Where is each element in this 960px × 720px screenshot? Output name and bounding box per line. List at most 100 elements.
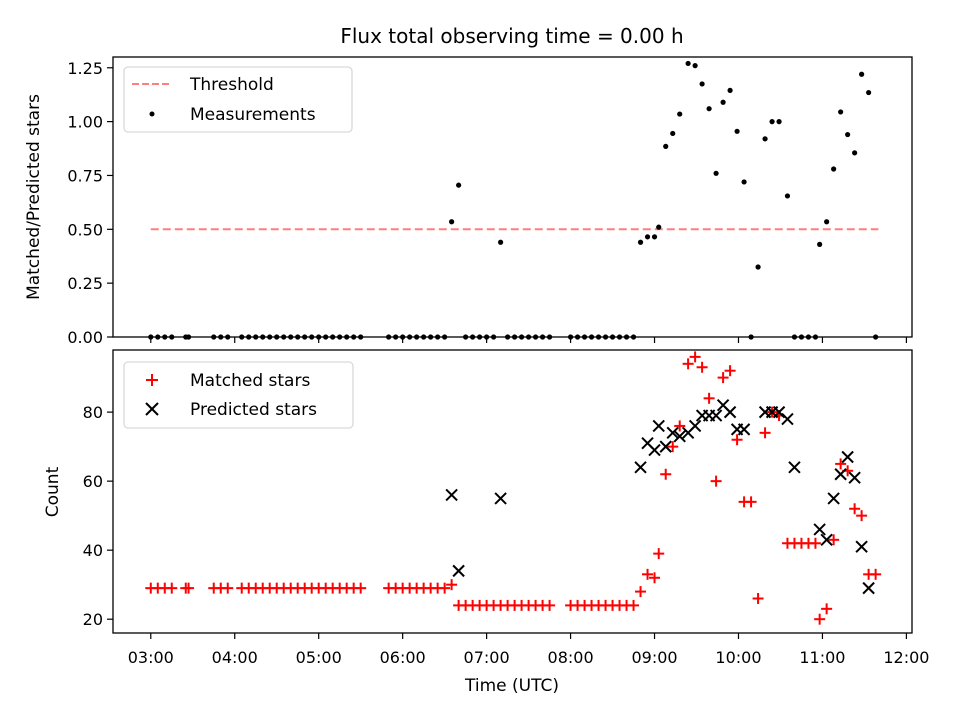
measurement-point xyxy=(831,166,837,172)
top-y-tick-label: 0.25 xyxy=(67,274,103,293)
measurement-point xyxy=(663,143,669,149)
top-axes-frame xyxy=(112,56,913,338)
bottom-y-tick-label: 60 xyxy=(83,472,103,491)
bottom-plot-area xyxy=(145,351,882,625)
measurement-point xyxy=(838,109,844,115)
top-y-tick-label: 1.00 xyxy=(67,113,103,132)
matched-star-point xyxy=(724,365,736,377)
matched-star-point xyxy=(752,592,764,604)
x-tick-label: 12:00 xyxy=(883,648,929,667)
measurement-point xyxy=(734,128,740,134)
measurement-point xyxy=(852,150,858,156)
x-tick-label: 09:00 xyxy=(631,648,677,667)
legend-predicted-label: Predicted stars xyxy=(190,400,317,420)
matched-star-point xyxy=(355,582,367,594)
matched-star-point xyxy=(667,441,679,453)
measurement-point xyxy=(498,239,504,245)
bottom-y-tick-label: 20 xyxy=(83,610,103,629)
x-tick-label: 08:00 xyxy=(548,648,594,667)
matched-star-point xyxy=(674,420,686,432)
matched-star-point xyxy=(653,548,665,560)
measurement-point xyxy=(755,264,761,270)
predicted-star-point xyxy=(855,540,868,553)
matched-star-point xyxy=(849,503,861,515)
measurement-point xyxy=(685,60,691,67)
matched-star-point xyxy=(439,582,451,594)
x-tick-label: 10:00 xyxy=(715,648,761,667)
matched-star-point xyxy=(544,599,556,611)
x-tick-label: 11:00 xyxy=(799,648,845,667)
measurement-point xyxy=(699,81,705,87)
legend-matched-label: Matched stars xyxy=(190,371,310,391)
x-axis-label: Time (UTC) xyxy=(464,676,559,696)
bottom-y-tick-label: 80 xyxy=(83,403,103,422)
predicted-star-point xyxy=(688,419,702,433)
measurement-point xyxy=(727,87,733,93)
top-y-tick-label: 0.00 xyxy=(67,328,103,347)
predicted-star-point xyxy=(737,423,751,436)
matched-star-point xyxy=(814,613,826,625)
measurement-point xyxy=(713,170,719,176)
matched-star-point xyxy=(660,468,672,480)
predicted-star-point xyxy=(648,443,661,457)
measurement-point xyxy=(769,119,775,125)
predicted-star-point xyxy=(723,405,737,419)
measurement-point xyxy=(456,182,462,188)
x-tick-label: 07:00 xyxy=(464,648,510,667)
measurement-point xyxy=(651,234,658,240)
predicted-star-point xyxy=(452,564,465,578)
predicted-star-point xyxy=(848,471,861,484)
matched-star-point xyxy=(222,582,234,594)
predicted-star-point xyxy=(820,533,833,547)
measurement-point xyxy=(784,193,791,199)
top-panel: 0.00 0.25 0.50 0.75 1.00 1.25 Matched/Predict… xyxy=(24,56,913,347)
matched-star-point xyxy=(446,579,458,591)
matched-star-point xyxy=(745,496,757,508)
predicted-star-point xyxy=(659,440,672,453)
matched-star-point xyxy=(649,572,661,584)
matched-star-point xyxy=(828,534,840,546)
predicted-star-point xyxy=(841,450,854,464)
predicted-star-point xyxy=(788,461,801,474)
predicted-star-point xyxy=(709,409,723,422)
legend-measurements-label: Measurements xyxy=(190,105,316,125)
x-tick-label: 04:00 xyxy=(212,648,258,667)
measurement-point xyxy=(706,106,712,112)
bottom-legend: Matched stars Predicted stars xyxy=(123,361,354,429)
predicted-star-point xyxy=(666,426,679,440)
matched-star-point xyxy=(642,568,654,580)
matched-star-point xyxy=(635,586,647,598)
legend-matched-swatch xyxy=(146,374,158,386)
matched-star-point xyxy=(628,599,640,611)
predicted-star-point xyxy=(827,492,840,505)
measurement-point xyxy=(824,219,830,225)
measurement-point xyxy=(720,99,726,105)
top-y-tick-label: 0.50 xyxy=(67,220,103,239)
measurement-point xyxy=(644,234,651,240)
measurement-point xyxy=(637,239,644,245)
bottom-y-axis-label: Count xyxy=(43,466,63,517)
predicted-star-point xyxy=(862,581,875,595)
bottom-panel: 20 40 60 80 03:00 04:00 05:00 06:00 07:00 08:00 09… xyxy=(43,349,929,696)
matched-star-point xyxy=(870,568,882,580)
chart-title: Flux total observing time = 0.00 h xyxy=(340,24,683,48)
measurement-point xyxy=(692,63,698,69)
measurement-point xyxy=(677,111,683,117)
bottom-axes-frame xyxy=(112,349,913,634)
legend-measurements-swatch xyxy=(149,111,155,117)
matched-star-point xyxy=(183,582,195,594)
measurement-point xyxy=(741,179,747,185)
matched-star-point xyxy=(835,458,847,470)
legend-predicted-swatch xyxy=(145,402,159,416)
top-legend: Threshold Measurements xyxy=(123,66,353,133)
measurement-point xyxy=(845,131,851,138)
predicted-star-point xyxy=(772,405,786,419)
bottom-y-tick-label: 40 xyxy=(83,541,103,560)
matched-star-point xyxy=(696,361,708,373)
predicted-star-point xyxy=(652,419,665,433)
measurement-point xyxy=(449,219,455,225)
matched-star-point xyxy=(703,392,715,404)
measurement-point xyxy=(762,136,768,142)
matched-star-point xyxy=(856,510,868,522)
